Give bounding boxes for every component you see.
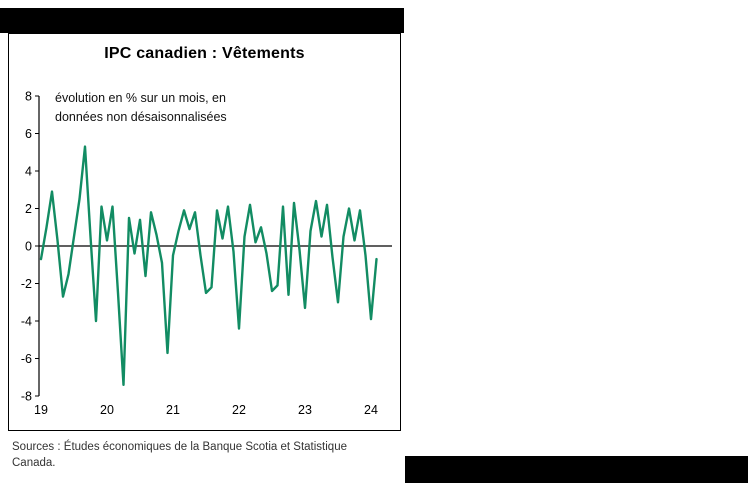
svg-text:21: 21	[166, 403, 180, 417]
y-tick-labels: 8 6 4 2 0 -2 -4 -6 -8	[21, 90, 32, 404]
header-bar	[0, 8, 404, 33]
series-line	[39, 145, 378, 386]
svg-text:22: 22	[232, 403, 246, 417]
svg-text:8: 8	[25, 90, 32, 104]
svg-text:24: 24	[364, 403, 378, 417]
chart-panel: 8 6 4 2 0 -2 -4 -6 -8 19 20 21 22 23 24 IPC canadien …	[8, 33, 401, 431]
svg-text:-8: -8	[21, 390, 32, 404]
svg-text:20: 20	[100, 403, 114, 417]
svg-text:-4: -4	[21, 315, 32, 329]
svg-text:0: 0	[25, 240, 32, 254]
svg-text:2: 2	[25, 202, 32, 216]
svg-text:-2: -2	[21, 277, 32, 291]
chart-title: IPC canadien : Vêtements	[104, 45, 305, 62]
svg-text:4: 4	[25, 165, 32, 179]
sources-note: Sources : Études économiques de la Banqu…	[12, 441, 347, 469]
svg-text:-6: -6	[21, 352, 32, 366]
svg-text:6: 6	[25, 127, 32, 141]
svg-text:23: 23	[298, 403, 312, 417]
x-tick-labels: 19 20 21 22 23 24	[34, 403, 378, 417]
svg-text:19: 19	[34, 403, 48, 417]
chart-annotation: évolution en % sur un mois, en données n…	[55, 91, 227, 124]
footer-bar	[405, 456, 748, 483]
